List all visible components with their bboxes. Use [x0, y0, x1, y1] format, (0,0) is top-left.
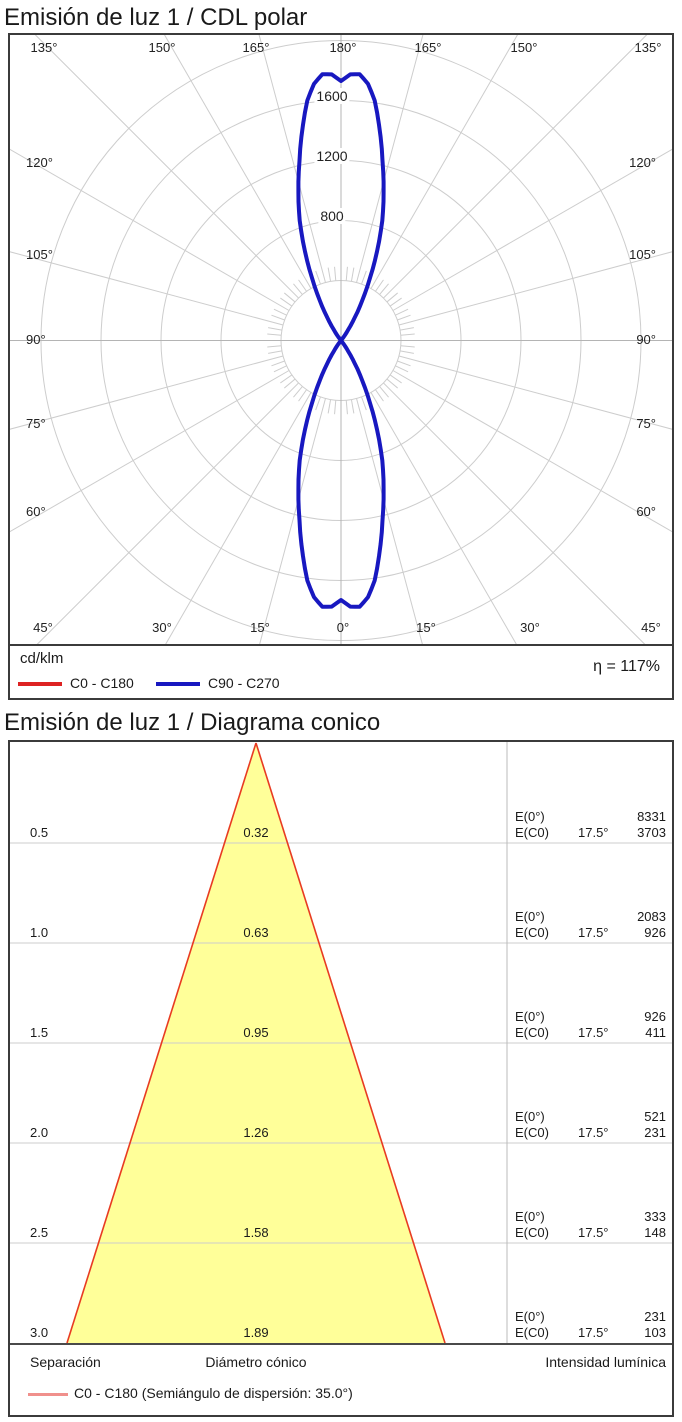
angle-label-bottom: 15° [250, 620, 270, 635]
beam-angle-value: 17.5° [578, 1225, 609, 1240]
beam-angle-value: 17.5° [578, 1025, 609, 1040]
cone-diameter-value: 1.58 [243, 1225, 269, 1240]
e0-label: E(0°) [515, 1309, 545, 1324]
e0-value: 521 [644, 1109, 666, 1124]
angle-label-right: 75° [636, 416, 656, 431]
e0-label: E(0°) [515, 909, 545, 924]
radial-tick-label: 1200 [314, 148, 350, 164]
polar-grid-and-curves [10, 35, 672, 644]
e0-value: 2083 [637, 909, 666, 924]
cone-grid-and-shape [10, 742, 672, 1345]
angle-label-right: 60° [636, 504, 656, 519]
cone-diagram-panel: 0.5 0.32 E(0°) 8331 E(C0) 17.5° 3703 1.0… [8, 740, 674, 1417]
separation-value: 1.5 [30, 1025, 49, 1040]
angle-label-bottom: 15° [416, 620, 436, 635]
cone-chart-area: 0.5 0.32 E(0°) 8331 E(C0) 17.5° 3703 1.0… [10, 742, 672, 1415]
unit-label: cd/klm [20, 650, 64, 667]
separation-value: 1.0 [30, 925, 49, 940]
angle-label-bottom: 30° [152, 620, 172, 635]
legend-label-c0-c180: C0 - C180 [70, 675, 134, 691]
efficiency-value: η = 117% [593, 658, 660, 675]
beam-angle-value: 17.5° [578, 1125, 609, 1140]
polar-chart-area: 135° 150° 165° 180° 165° 150° 135° 120° … [10, 35, 672, 644]
cone-diameter-value: 1.89 [243, 1325, 269, 1340]
cone-diameter-value: 1.26 [243, 1125, 269, 1140]
footer-separation-label: Separación [30, 1354, 101, 1370]
angle-label-right: 90° [636, 332, 656, 347]
angle-label-top: 150° [148, 40, 176, 55]
cone-row: 3.0 1.89 E(0°) 231 E(C0) 17.5° 103 [10, 1305, 672, 1343]
beam-angle-value: 17.5° [578, 1325, 609, 1340]
ec0-label: E(C0) [515, 1125, 549, 1140]
angle-label-top: 165° [414, 40, 442, 55]
polar-section-title: Emisión de luz 1 / CDL polar [4, 4, 308, 31]
ec0-value: 103 [644, 1325, 666, 1340]
legend-swatch-c90-c270 [156, 682, 200, 686]
e0-value: 926 [644, 1009, 666, 1024]
e0-label: E(0°) [515, 1109, 545, 1124]
legend-swatch-c0-c180 [18, 682, 62, 686]
cone-diameter-value: 0.63 [243, 925, 269, 940]
polar-diagram-panel: 135° 150° 165° 180° 165° 150° 135° 120° … [8, 33, 674, 700]
angle-label-left: 60° [26, 504, 46, 519]
cone-row: 1.5 0.95 E(0°) 926 E(C0) 17.5° 411 [10, 1005, 672, 1043]
separation-value: 0.5 [30, 825, 49, 840]
angle-label-left: 90° [26, 332, 46, 347]
angle-label-left: 75° [26, 416, 46, 431]
ec0-label: E(C0) [515, 825, 549, 840]
separation-value: 2.5 [30, 1225, 49, 1240]
angle-label-top: 135° [30, 40, 58, 55]
cone-section-title: Emisión de luz 1 / Diagrama conico [4, 709, 381, 736]
separation-value: 3.0 [30, 1325, 49, 1340]
e0-label: E(0°) [515, 1009, 545, 1024]
ec0-label: E(C0) [515, 1325, 549, 1340]
angle-label-top: 180° [329, 40, 357, 55]
angle-label-left: 120° [26, 155, 53, 170]
radial-tick-label: 800 [318, 208, 346, 224]
cone-row: 2.0 1.26 E(0°) 521 E(C0) 17.5° 231 [10, 1105, 672, 1143]
cone-diameter-value: 0.32 [243, 825, 269, 840]
footer-intensity-label: Intensidad lumínica [545, 1354, 666, 1370]
radial-tick-label: 1600 [314, 88, 350, 104]
angle-label-bottom: 45° [641, 620, 661, 635]
ec0-value: 231 [644, 1125, 666, 1140]
e0-label: E(0°) [515, 809, 545, 824]
separation-value: 2.0 [30, 1125, 49, 1140]
angle-label-bottom: 30° [520, 620, 540, 635]
ec0-value: 926 [644, 925, 666, 940]
angle-label-left: 105° [26, 247, 53, 262]
angle-label-top: 135° [634, 40, 662, 55]
ec0-value: 411 [645, 1025, 666, 1040]
footer-diameter-label: Diámetro cónico [205, 1354, 307, 1370]
angle-label-bottom: 0° [336, 620, 350, 635]
angle-label-right: 105° [629, 247, 656, 262]
cone-legend-swatch [28, 1393, 68, 1396]
beam-angle-value: 17.5° [578, 925, 609, 940]
angle-label-bottom: 45° [33, 620, 53, 635]
cone-legend-label: C0 - C180 (Semiángulo de dispersión: 35.… [74, 1385, 353, 1401]
cone-row: 1.0 0.63 E(0°) 2083 E(C0) 17.5° 926 [10, 905, 672, 943]
ec0-value: 3703 [637, 825, 666, 840]
ec0-label: E(C0) [515, 925, 549, 940]
angle-label-right: 120° [629, 155, 656, 170]
legend-label-c90-c270: C90 - C270 [208, 675, 280, 691]
angle-label-top: 165° [242, 40, 270, 55]
cone-row: 2.5 1.58 E(0°) 333 E(C0) 17.5° 148 [10, 1205, 672, 1243]
ec0-label: E(C0) [515, 1025, 549, 1040]
e0-value: 8331 [637, 809, 666, 824]
polar-legend: cd/klm C0 - C180 C90 - C270 η = 117% [10, 644, 672, 696]
angle-label-top: 150° [510, 40, 538, 55]
beam-angle-value: 17.5° [578, 825, 609, 840]
e0-value: 231 [644, 1309, 666, 1324]
cone-row: 0.5 0.32 E(0°) 8331 E(C0) 17.5° 3703 [10, 805, 672, 843]
cone-diameter-value: 0.95 [243, 1025, 269, 1040]
e0-label: E(0°) [515, 1209, 545, 1224]
ec0-value: 148 [644, 1225, 666, 1240]
ec0-label: E(C0) [515, 1225, 549, 1240]
e0-value: 333 [644, 1209, 666, 1224]
